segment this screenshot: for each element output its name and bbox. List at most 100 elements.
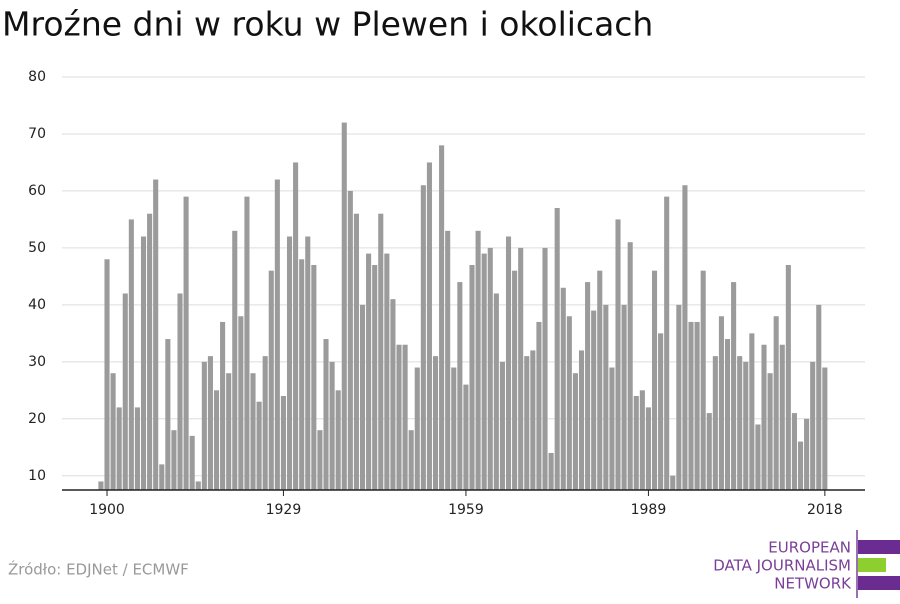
bar (822, 367, 828, 490)
x-tick-label: 1900 (89, 502, 125, 518)
bar (682, 185, 688, 490)
bar (159, 464, 165, 490)
bar (475, 230, 481, 491)
bar (359, 304, 366, 490)
bar (98, 481, 104, 490)
bar (311, 264, 317, 490)
x-tick-label: 1989 (631, 502, 667, 518)
bar (140, 236, 147, 490)
bar (171, 430, 177, 490)
bar (439, 145, 445, 490)
bar (670, 475, 676, 490)
bar (147, 213, 153, 491)
bar (317, 430, 323, 490)
x-tick-label: 1929 (266, 502, 302, 518)
bar (785, 264, 791, 490)
bar (585, 282, 591, 490)
bar (384, 253, 390, 490)
bar (396, 344, 402, 490)
bar (299, 259, 305, 490)
y-tick-label: 50 (28, 240, 46, 256)
bar (536, 321, 542, 490)
bar (767, 373, 773, 490)
bar (651, 270, 658, 490)
bar (390, 299, 396, 490)
y-tick-label: 80 (28, 69, 46, 85)
bar (700, 270, 706, 490)
chart-title: Mroźne dni w roku w Plewen i okolicach (2, 5, 653, 44)
bar (177, 293, 183, 490)
bar (232, 230, 238, 491)
bar (183, 196, 189, 491)
bar (250, 373, 256, 490)
bar (572, 373, 578, 490)
bar (274, 179, 280, 490)
bar (280, 396, 286, 490)
logo-bar (858, 576, 900, 590)
bar (560, 287, 566, 490)
bar (591, 310, 597, 490)
bar (603, 304, 609, 490)
bar (408, 430, 414, 490)
bar (244, 196, 250, 491)
bar (305, 236, 311, 490)
bar (451, 367, 457, 490)
bar (286, 236, 293, 490)
logo-text: EUROPEAN (768, 539, 851, 557)
bar (207, 356, 213, 490)
bar (524, 356, 530, 490)
bar (341, 122, 347, 490)
bar (645, 407, 651, 490)
bar (445, 230, 451, 491)
bar (293, 162, 299, 490)
logo-text: NETWORK (774, 575, 852, 593)
bar (426, 162, 432, 490)
bar (414, 367, 420, 490)
y-tick-label: 60 (28, 183, 46, 199)
y-tick-label: 70 (28, 126, 46, 142)
bar (554, 208, 560, 490)
bar (487, 247, 493, 490)
bar (372, 264, 378, 490)
bar (353, 213, 359, 491)
bar (518, 247, 524, 490)
bar (457, 282, 463, 490)
bar (165, 339, 171, 490)
bar (712, 356, 718, 490)
bar (128, 219, 134, 490)
bar (323, 339, 329, 490)
bar (530, 350, 536, 490)
bar (548, 452, 554, 490)
bar (755, 424, 761, 490)
bar (378, 213, 384, 491)
logo-text: DATA JOURNALISM (713, 557, 851, 575)
bar (481, 253, 487, 490)
bar (706, 413, 712, 490)
bar (731, 282, 737, 490)
bar (664, 196, 670, 491)
bar (615, 219, 621, 490)
bar (220, 321, 226, 490)
bar (432, 356, 439, 490)
bar (493, 293, 499, 490)
bar (366, 253, 372, 490)
bar (609, 367, 615, 490)
bar (627, 242, 633, 490)
bar (110, 373, 116, 490)
bar (499, 361, 505, 490)
bar (512, 270, 518, 490)
y-tick-label: 20 (28, 411, 46, 427)
bar (621, 304, 627, 490)
bar (195, 481, 201, 490)
source: Źródło: EDJNet / ECMWF (8, 560, 189, 579)
bar (737, 356, 743, 490)
bar (256, 401, 262, 490)
bar (104, 259, 110, 490)
bar (469, 264, 475, 490)
bar (566, 316, 572, 490)
bar (505, 236, 512, 490)
bar (329, 361, 335, 490)
bar (810, 361, 816, 490)
